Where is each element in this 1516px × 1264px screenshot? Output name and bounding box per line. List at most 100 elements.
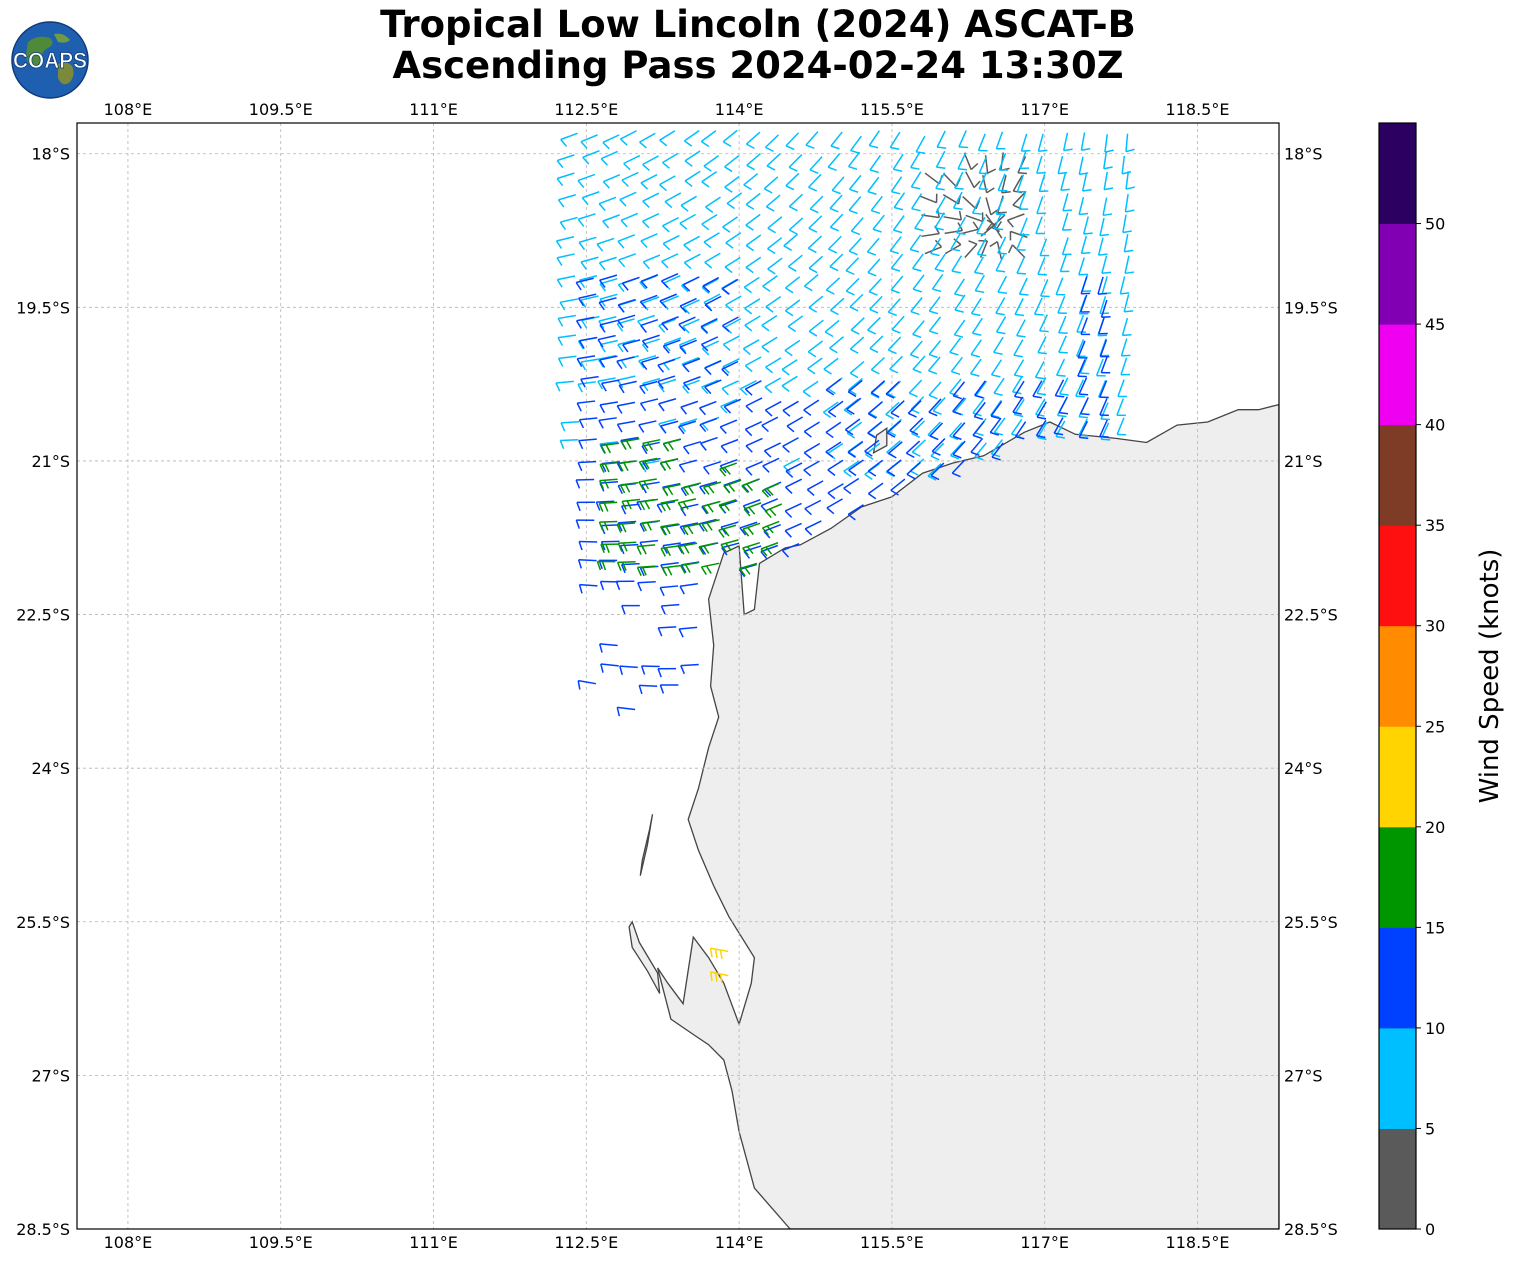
wind-barb-470 <box>599 319 618 333</box>
wind-barb-493 <box>682 357 701 373</box>
wind-barb-64 <box>600 150 618 166</box>
wind-barb-454 <box>660 272 679 288</box>
wind-barb-34 <box>560 132 578 147</box>
wind-barb-153 <box>701 214 718 231</box>
wind-barb-175 <box>578 236 597 251</box>
wind-barb-423 <box>949 422 963 441</box>
wind-barb-714 <box>743 502 762 517</box>
wind-barb-249 <box>953 278 965 297</box>
wind-barb-728 <box>660 545 680 557</box>
wind-barb-449 <box>927 463 942 481</box>
wind-barb-535 <box>952 397 965 416</box>
wind-barb-241 <box>784 276 801 294</box>
wind-barb-73 <box>788 154 803 172</box>
wind-barb-330 <box>887 336 902 355</box>
colorbar-tick-4: 20 <box>1425 818 1445 837</box>
wind-barb-53 <box>958 130 968 149</box>
wind-barb-623 <box>867 482 884 500</box>
wind-barb-336 <box>1013 339 1024 358</box>
wind-barb-361 <box>950 356 963 376</box>
wind-barb-257 <box>1119 276 1130 295</box>
wind-barb-109 <box>954 171 964 190</box>
lon-tick-bottom-2: 111°E <box>409 1233 458 1252</box>
wind-barb-394 <box>1059 377 1069 396</box>
wind-barb-145 <box>1124 194 1135 213</box>
wind-barb-94 <box>640 174 658 190</box>
wind-barb-695 <box>638 457 658 470</box>
wind-barb-514 <box>1054 379 1065 398</box>
wind-barb-186 <box>807 235 823 254</box>
wind-barb-438 <box>911 439 926 457</box>
wind-barb-325 <box>784 339 801 357</box>
wind-barb-26 <box>986 222 1003 239</box>
wind-barb-306 <box>971 317 983 336</box>
wind-barb-712 <box>702 500 721 514</box>
wind-barb-375 <box>658 378 677 393</box>
wind-barb-120 <box>598 196 617 211</box>
wind-barb-564 <box>1014 421 1027 440</box>
wind-barb-587 <box>952 440 966 459</box>
wind-barb-651 <box>578 540 598 551</box>
wind-barb-483 <box>662 339 681 354</box>
wind-barb-115 <box>1081 173 1092 192</box>
wind-barb-605 <box>886 459 902 477</box>
wind-barb-295 <box>744 315 761 332</box>
wind-barb-703 <box>703 481 722 495</box>
wind-barb-709 <box>639 498 659 511</box>
wind-barb-659 <box>743 545 762 559</box>
wind-barb-334 <box>970 339 982 358</box>
wind-barb-69 <box>703 155 720 172</box>
wind-barb-93 <box>621 171 639 188</box>
wind-barb-201 <box>1123 233 1134 253</box>
lon-tick-bottom-1: 109.5°E <box>249 1233 313 1252</box>
wind-barb-500 <box>618 380 637 394</box>
wind-barb-326 <box>807 340 824 358</box>
wind-barb-523 <box>698 400 717 416</box>
wind-barb-356 <box>849 360 865 379</box>
lat-tick-right-0: 18°S <box>1284 145 1323 164</box>
colorbar-tick-10: 50 <box>1425 215 1445 234</box>
wind-barb-707 <box>598 501 618 512</box>
wind-barb-679 <box>598 643 618 653</box>
colorbar-block-5 <box>1379 625 1416 727</box>
wind-barb-276 <box>928 296 941 315</box>
wind-barb-732 <box>742 541 761 556</box>
wind-barb-431 <box>1116 417 1127 436</box>
wind-barb-191 <box>909 234 922 253</box>
wind-barb-108 <box>935 172 946 191</box>
wind-barb-668 <box>738 563 757 578</box>
wind-barb-215 <box>829 253 844 272</box>
wind-barb-552 <box>761 416 779 433</box>
wind-barb-461 <box>598 297 617 311</box>
wind-barb-439 <box>930 442 945 461</box>
wind-barb-524 <box>723 398 742 414</box>
wind-barb-124 <box>680 195 697 212</box>
wind-barb-144 <box>1102 197 1113 217</box>
wind-barb-96 <box>684 170 701 188</box>
wind-barb-414 <box>560 421 580 432</box>
wind-barb-425 <box>993 417 1006 436</box>
wind-barb-480 <box>597 334 616 348</box>
wind-barb-58 <box>1062 132 1073 152</box>
wind-barb-77 <box>869 154 882 174</box>
wind-barb-670 <box>599 580 619 591</box>
wind-barb-278 <box>970 297 982 317</box>
wind-barb-171 <box>1082 216 1093 235</box>
lon-tick-bottom-6: 117°E <box>1020 1233 1069 1252</box>
wind-barb-517 <box>576 400 596 412</box>
wind-barb-174 <box>555 236 575 249</box>
wind-barb-48 <box>850 135 862 154</box>
lat-tick-right-4: 24°S <box>1284 759 1323 778</box>
colorbar-block-6 <box>1379 525 1416 627</box>
wind-barb-595 <box>678 459 697 473</box>
wind-barb-408 <box>1013 398 1025 418</box>
wind-barb-59 <box>1080 132 1091 151</box>
wind-barb-647 <box>739 521 758 536</box>
lat-tick-left-2: 21°S <box>31 452 70 471</box>
wind-barb-551 <box>744 421 763 437</box>
wind-barb-503 <box>683 376 701 391</box>
wind-barb-84 <box>1019 151 1030 170</box>
wind-barb-316 <box>599 339 619 353</box>
wind-barb-706 <box>761 482 780 498</box>
wind-barb-36 <box>602 134 620 150</box>
